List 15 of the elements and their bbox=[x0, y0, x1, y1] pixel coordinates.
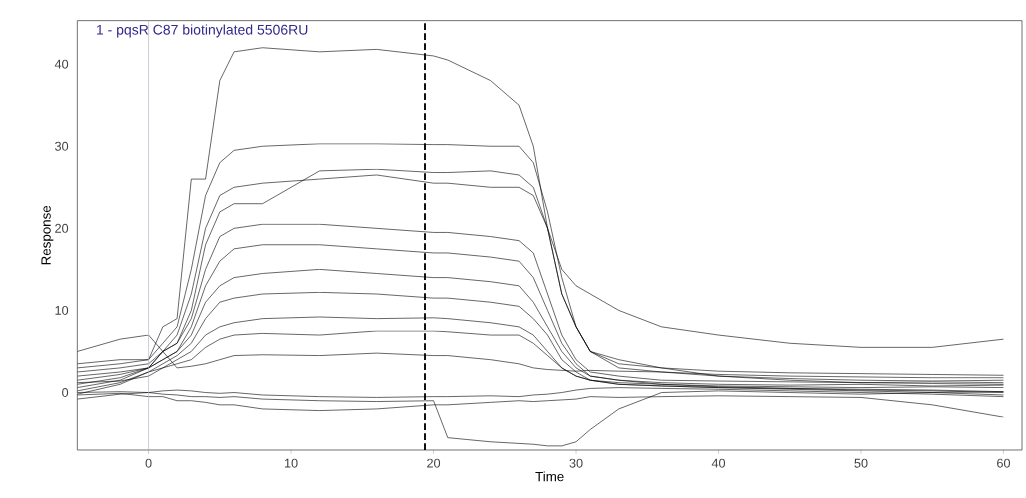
y-tick-label: 30 bbox=[55, 141, 69, 151]
y-tick-label: 20 bbox=[55, 223, 69, 233]
x-tick-label: 30 bbox=[569, 458, 583, 468]
x-tick-label: 20 bbox=[427, 458, 441, 468]
x-tick-label: 60 bbox=[997, 458, 1011, 468]
y-tick-label: 10 bbox=[55, 305, 69, 315]
x-tick-label: 0 bbox=[145, 458, 152, 468]
x-tick-label: 10 bbox=[284, 458, 298, 468]
y-tick-label: 0 bbox=[62, 388, 69, 398]
annotation: 1 - pqsR C87 biotinylated 5506RU bbox=[97, 24, 308, 38]
y-axis-title: Response bbox=[41, 205, 54, 265]
y-tick-label: 40 bbox=[54, 59, 69, 69]
x-axis-title: Time bbox=[535, 471, 564, 482]
x-tick-label: 50 bbox=[854, 458, 868, 468]
x-tick-label: 40 bbox=[711, 458, 726, 468]
